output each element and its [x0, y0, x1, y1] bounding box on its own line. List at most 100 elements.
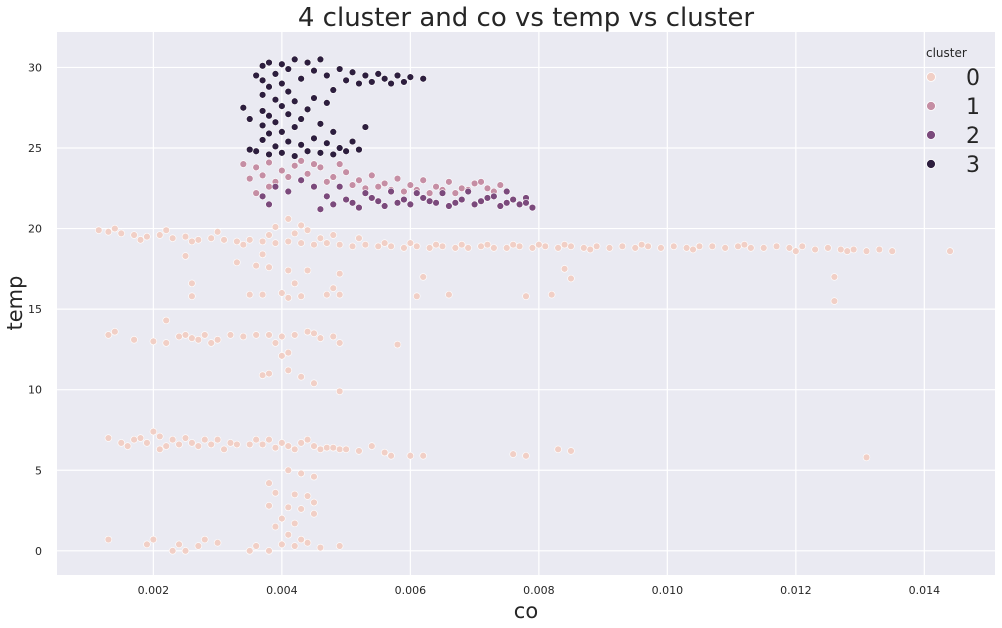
data-points: [95, 55, 954, 555]
data-point-cluster-0: [310, 473, 318, 481]
data-point-cluster-0: [297, 505, 305, 513]
data-point-cluster-0: [413, 292, 421, 300]
data-point-cluster-0: [284, 366, 292, 375]
data-point-cluster-1: [496, 181, 505, 189]
data-point-cluster-0: [554, 244, 562, 252]
data-point-cluster-0: [451, 244, 460, 252]
data-point-cluster-3: [258, 136, 267, 144]
data-point-cluster-1: [265, 158, 273, 167]
data-point-cluster-0: [670, 242, 678, 250]
data-point-cluster-0: [252, 542, 260, 550]
data-point-cluster-1: [458, 184, 466, 192]
data-point-cluster-0: [503, 244, 511, 252]
data-point-cluster-1: [310, 160, 318, 168]
data-point-cluster-2: [464, 187, 472, 196]
data-point-cluster-2: [483, 194, 492, 202]
data-point-cluster-0: [181, 547, 190, 555]
data-point-cluster-0: [297, 439, 305, 447]
data-point-cluster-3: [342, 147, 350, 155]
data-point-cluster-3: [316, 149, 325, 157]
data-point-cluster-0: [117, 229, 125, 238]
x-axis-label: co: [514, 599, 538, 623]
data-point-cluster-2: [380, 202, 389, 210]
data-point-cluster-0: [380, 448, 389, 457]
data-point-cluster-3: [316, 120, 325, 128]
data-point-cluster-2: [503, 199, 511, 207]
data-point-cluster-0: [760, 244, 768, 252]
data-point-cluster-0: [310, 442, 318, 450]
data-point-cluster-0: [387, 242, 395, 250]
data-point-cluster-0: [213, 336, 222, 344]
data-point-cluster-1: [316, 163, 325, 172]
data-point-cluster-1: [342, 168, 350, 176]
data-point-cluster-0: [220, 236, 228, 244]
data-point-cluster-0: [631, 244, 639, 252]
data-point-cluster-1: [477, 178, 485, 186]
data-point-cluster-3: [271, 95, 280, 104]
data-point-cluster-0: [509, 240, 517, 249]
data-point-cluster-2: [316, 205, 325, 213]
data-point-cluster-2: [528, 203, 537, 212]
data-point-cluster-0: [246, 290, 254, 299]
data-point-cluster-0: [329, 231, 337, 239]
data-point-cluster-0: [297, 535, 305, 544]
y-tick-label: 20: [28, 223, 42, 236]
legend-label-0: 0: [966, 66, 980, 91]
data-point-cluster-0: [368, 442, 376, 450]
data-point-cluster-3: [271, 70, 280, 78]
data-point-cluster-0: [811, 245, 819, 254]
data-point-cluster-2: [297, 176, 305, 184]
data-point-cluster-3: [310, 134, 318, 143]
data-point-cluster-0: [637, 240, 646, 249]
data-point-cluster-3: [310, 66, 318, 75]
data-point-cluster-0: [316, 543, 325, 552]
legend-marker-1: [926, 101, 936, 111]
data-point-cluster-0: [329, 332, 337, 341]
data-point-cluster-2: [265, 200, 273, 209]
data-point-cluster-0: [849, 245, 858, 254]
data-point-cluster-0: [194, 442, 203, 450]
data-point-cluster-0: [188, 292, 196, 300]
data-point-cluster-0: [168, 547, 177, 555]
data-point-cluster-0: [567, 274, 575, 283]
data-point-cluster-0: [541, 242, 549, 250]
data-point-cluster-1: [252, 163, 260, 172]
legend-title: cluster: [926, 46, 967, 60]
data-point-cluster-2: [458, 195, 466, 204]
x-tick-label: 0.004: [266, 584, 298, 597]
data-point-cluster-3: [271, 118, 280, 126]
data-point-cluster-0: [252, 435, 260, 444]
data-point-cluster-0: [798, 242, 806, 250]
data-point-cluster-1: [470, 179, 479, 188]
data-point-cluster-0: [284, 237, 292, 246]
data-point-cluster-0: [335, 240, 344, 249]
data-point-cluster-1: [335, 160, 344, 168]
data-point-cluster-0: [291, 542, 299, 550]
data-point-cluster-0: [143, 232, 151, 241]
data-point-cluster-0: [316, 234, 325, 242]
y-tick-label: 5: [35, 464, 42, 477]
data-point-cluster-2: [432, 199, 440, 207]
data-point-cluster-0: [175, 332, 183, 341]
data-point-cluster-0: [284, 466, 292, 474]
data-point-cluster-0: [284, 348, 292, 357]
data-point-cluster-0: [605, 244, 614, 252]
data-point-cluster-0: [515, 242, 524, 250]
data-point-cluster-0: [554, 445, 562, 454]
data-point-cluster-0: [875, 245, 884, 254]
data-point-cluster-0: [303, 539, 312, 547]
data-point-cluster-3: [258, 62, 267, 70]
data-point-cluster-0: [425, 244, 434, 252]
data-point-cluster-3: [303, 147, 312, 155]
data-point-cluster-0: [522, 292, 530, 300]
data-point-cluster-0: [438, 242, 447, 250]
data-point-cluster-3: [323, 71, 331, 80]
data-point-cluster-0: [162, 442, 170, 450]
data-point-cluster-1: [284, 173, 292, 181]
data-point-cluster-0: [303, 492, 312, 500]
data-point-cluster-0: [188, 439, 196, 447]
data-point-cluster-0: [143, 439, 151, 447]
data-point-cluster-2: [355, 203, 363, 212]
data-point-cluster-0: [252, 331, 260, 339]
